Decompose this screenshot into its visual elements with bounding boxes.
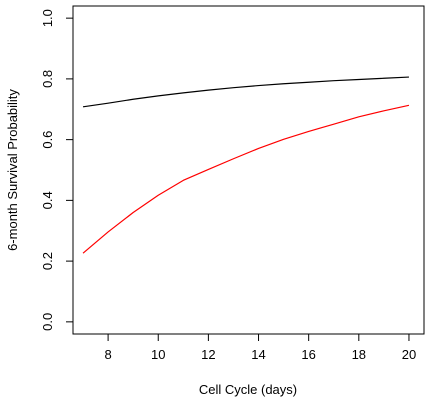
y-tick-label: 0.8	[40, 70, 55, 88]
series-layer	[82, 76, 410, 254]
x-tick-label: 12	[201, 347, 215, 362]
y-tick-label: 0.6	[40, 131, 55, 149]
series-line-2	[82, 104, 410, 254]
x-tick-label: 18	[352, 347, 366, 362]
x-axis: 8 10 12 14 16 18 20	[104, 334, 416, 362]
y-tick-label: 0.4	[40, 191, 55, 209]
y-tick-label: 1.0	[40, 9, 55, 27]
x-tick-label: 8	[104, 347, 111, 362]
x-tick-label: 14	[251, 347, 265, 362]
x-axis-title: Cell Cycle (days)	[199, 382, 297, 397]
y-tick-label: 0.0	[40, 313, 55, 331]
series-line-1	[82, 76, 409, 108]
y-axis-title: 6-month Survival Probability	[5, 89, 20, 251]
x-tick-label: 10	[151, 347, 165, 362]
x-tick-label: 20	[402, 347, 416, 362]
plot-frame	[72, 5, 425, 335]
y-tick-label: 0.2	[40, 252, 55, 270]
x-tick-label: 16	[301, 347, 315, 362]
y-axis: 0.0 0.2 0.4 0.6 0.8 1.0	[40, 9, 73, 331]
